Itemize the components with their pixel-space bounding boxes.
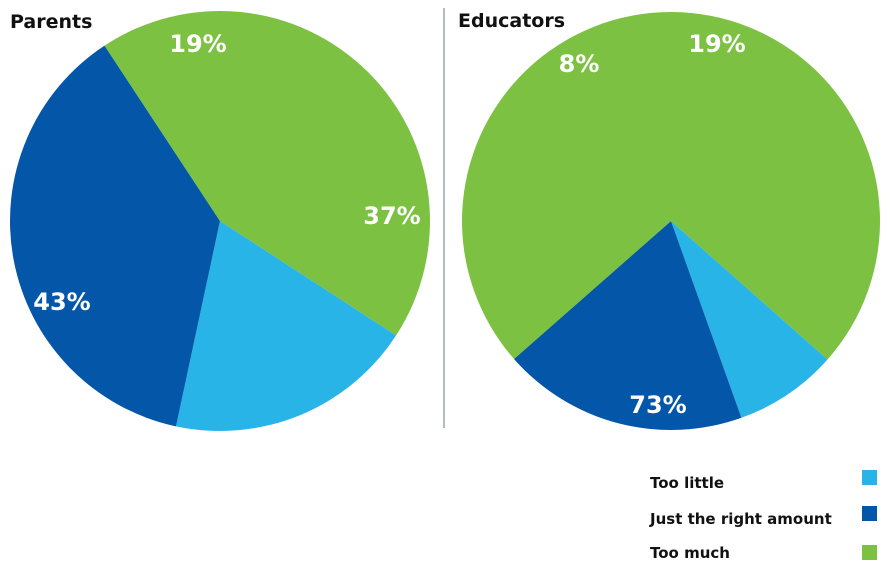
parents-label-too-much: 43% [33, 288, 90, 316]
legend-label-too-little: Too little [650, 474, 724, 492]
educators-chart-title: Educators [458, 10, 565, 32]
parents-chart-title: Parents [10, 11, 92, 33]
educators-slice-too-little [671, 221, 828, 418]
educators-slice-too-much [462, 11, 881, 360]
parents-slice-too-much [104, 11, 430, 336]
parents-slice-too-little [176, 221, 397, 431]
legend-label-just-right: Just the right amount [649, 510, 832, 528]
parents-label-just-right: 37% [363, 202, 420, 230]
educators-pie: 8% 19% 73% [462, 11, 881, 430]
legend-swatch-too-little [862, 470, 877, 485]
legend-swatch-just-right [862, 506, 877, 521]
legend-swatch-too-much [862, 545, 877, 560]
educators-label-too-much: 73% [629, 391, 686, 419]
educators-label-too-little: 8% [559, 50, 600, 78]
parents-pie: 19% 37% 43% [10, 11, 430, 431]
parents-label-too-little: 19% [169, 30, 226, 58]
educators-label-just-right: 19% [688, 30, 745, 58]
legend-label-too-much: Too much [650, 544, 730, 562]
parents-slice-just-right [10, 45, 220, 427]
legend: Too little Just the right amount Too muc… [649, 470, 877, 562]
educators-slice-just-right [513, 221, 742, 430]
